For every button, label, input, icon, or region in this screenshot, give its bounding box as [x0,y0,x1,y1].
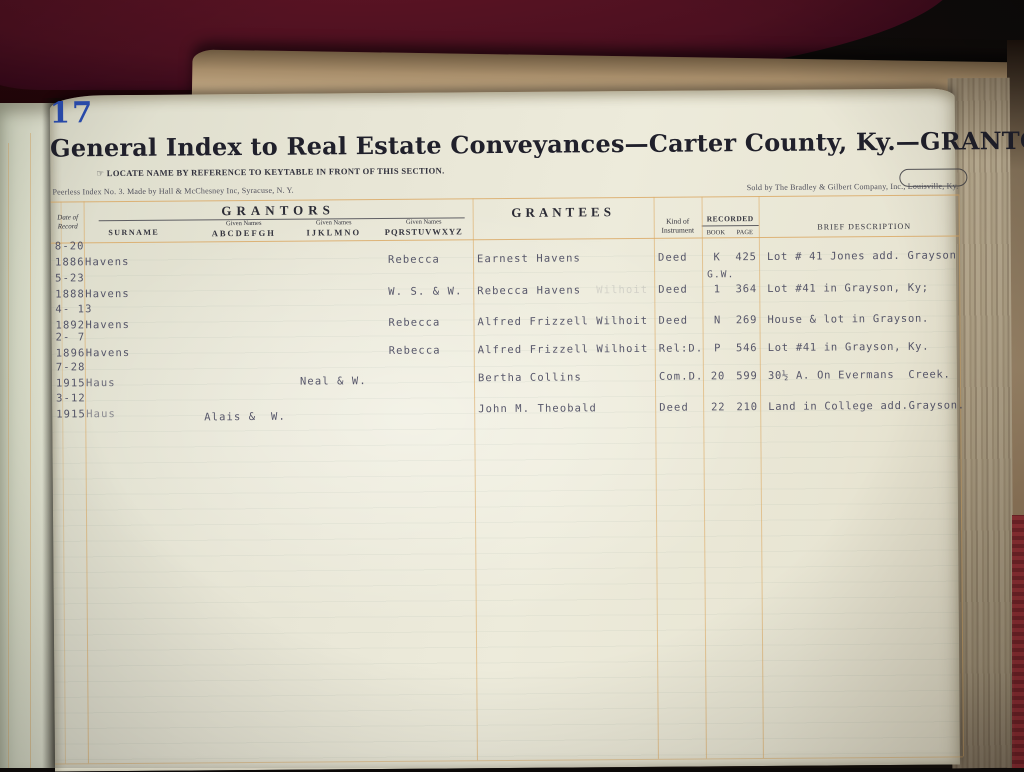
row-grantee: Alfred Frizzell Wilhoit [477,342,649,357]
locate-note: ☞ LOCATE NAME BY REFERENCE TO KEYTABLE I… [96,165,444,179]
row-date: 8-20 1886 [54,240,85,269]
row-description: Lot # 41 Jones add. Grayson [766,249,957,263]
row-kind: Deed [657,251,688,264]
row-description: Lot #41 in Grayson, Ky; [767,281,929,295]
row-date: 7-28 1915 [55,361,86,390]
col-header-surname: SURNAME [108,227,160,238]
row-page: 364 [735,283,757,296]
row-description: 30½ A. On Evermans Creek. [767,368,951,382]
facing-page-rule-line [30,133,31,768]
col-header-kind: Kind of Instrument [661,216,695,235]
row-surname: Havens [85,318,131,332]
row-kind: Deed [658,314,689,327]
pointing-hand-icon: ☞ [96,169,105,180]
locate-note-text: LOCATE NAME BY REFERENCE TO KEYTABLE IN … [106,165,445,179]
row-date: 2- 7 1896 [55,331,86,360]
row-kind: Com.D. [658,370,704,383]
row-surname: Haus [86,408,116,421]
row-page: 599 [736,370,758,383]
col-header-book: BOOK [706,229,726,237]
row-given-abc: Alais & W. [204,410,286,424]
row-kind: Deed [658,283,688,296]
row-given-ijk: Neal & W. [299,375,367,388]
row-page: 210 [736,401,758,414]
row-description: Land in College add.Grayson. [768,399,965,413]
row-grantee-erased: Wilhoit [596,283,649,297]
row-date: 3-12 1915 [56,392,86,421]
row-given-pqr: Rebecca [388,344,441,357]
page-number: 17 [49,95,95,130]
col-header-recorded: RECORDED [706,214,754,224]
row-kind: Rel:D. [658,342,704,355]
row-book: 22 [711,401,726,414]
row-grantee: Rebecca Havens [477,284,582,298]
row-date: 5-23 1888 [55,272,86,301]
ledger-page: General Index to Real Estate Conveyances… [49,88,1024,772]
grantees-group-header: GRANTEES [511,204,615,220]
row-surname: Havens [84,255,130,269]
row-book: P [714,342,722,355]
seller-note: Sold by The Bradley & Gilbert Company, I… [746,181,959,193]
col-header-page: PAGE [736,229,754,237]
col-header-given-pqr: Given Names PQRSTUVWXYZ [384,218,463,237]
facing-page-rule-line [8,143,9,768]
row-book: 20 [710,370,726,383]
row-given-pqr: Rebecca [388,316,441,329]
row-page: 546 [735,342,758,355]
row-grantee: Alfred Frizzell Wilhoit [477,314,649,329]
recorded-underline [701,225,759,227]
row-description: House & lot in Grayson. [767,312,930,326]
row-book: 1 [713,283,721,296]
row-surname: Havens [85,287,130,301]
row-grantee: John M. Theobald [478,402,597,416]
page-title: General Index to Real Estate Conveyances… [50,125,1024,163]
col-header-date: Date of Record [57,213,79,231]
red-fabric-corner [1012,515,1024,768]
col-header-description: BRIEF DESCRIPTION [817,221,912,232]
row-book: K [713,251,721,264]
row-page: 269 [735,314,758,327]
row-kind: Deed [659,401,689,414]
row-grantee: Bertha Collins [477,371,582,385]
row-book: N [713,314,722,327]
row-grantee: Earnest Havens [476,252,581,266]
row-page: 425 [735,251,757,264]
row-given-pqr: Rebecca [387,253,441,266]
header-rule-top [50,194,959,203]
row-given-pqr: W. S. & W. [388,285,463,298]
row-surname: Haus [85,377,116,390]
maker-note: Peerless Index No. 3. Made by Hall & McC… [52,185,294,197]
row-surname: Havens [85,346,131,360]
row-description: Lot #41 in Grayson, Ky. [767,340,930,354]
